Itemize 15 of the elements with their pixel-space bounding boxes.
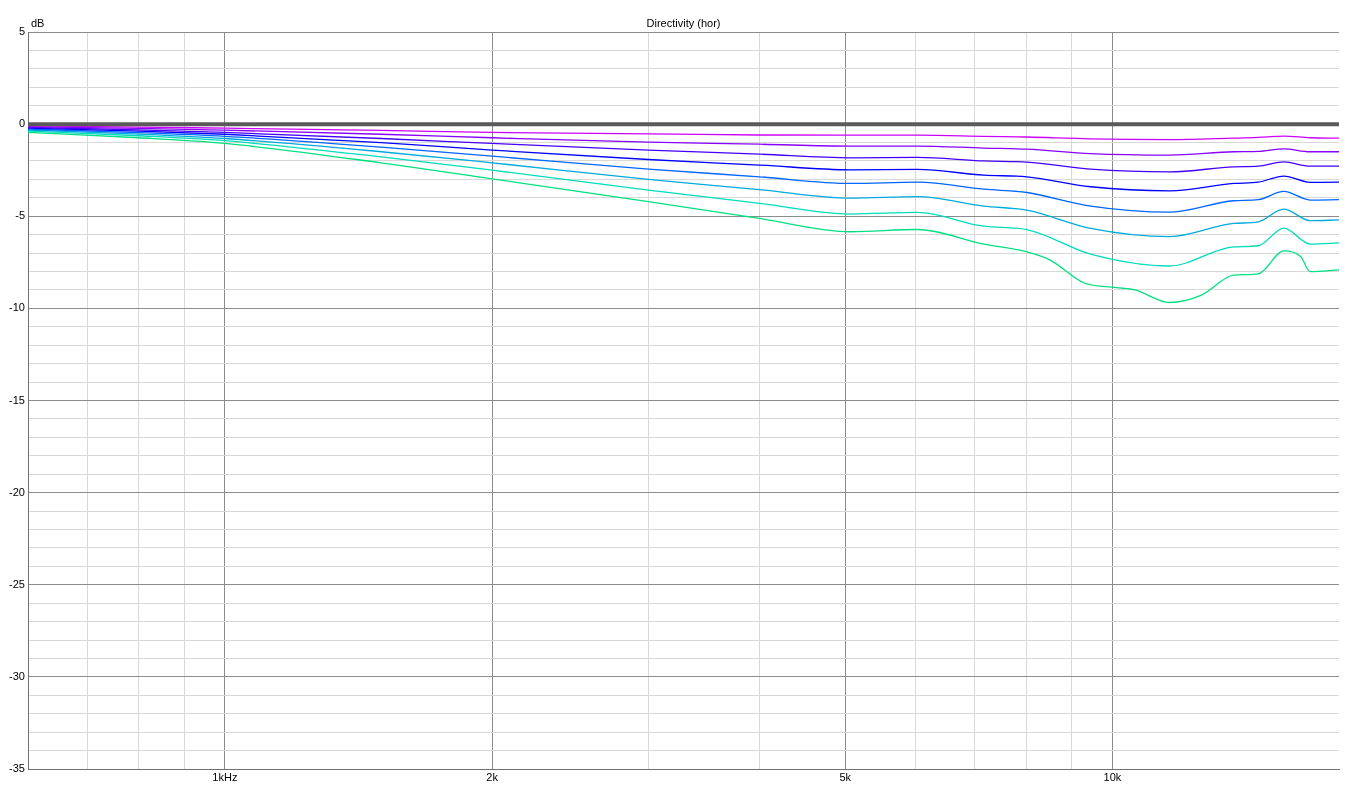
y-tick-label: 5 <box>18 25 25 38</box>
x-tick-label: 2k <box>486 770 499 783</box>
y-tick-label: -30 <box>9 669 25 682</box>
y-tick-label: -15 <box>9 393 25 406</box>
chart-title: Directivity (hor) <box>646 17 721 29</box>
y-tick-label: -25 <box>9 577 25 590</box>
y-tick-label: -35 <box>9 762 25 775</box>
y-tick-label: -5 <box>15 209 25 222</box>
x-tick-label: 10k <box>1103 770 1122 783</box>
y-tick-label: -20 <box>9 485 25 498</box>
y-tick-label: -10 <box>9 301 25 314</box>
x-tick-label: 5k <box>839 770 852 783</box>
y-axis-title: dB <box>31 17 45 29</box>
y-tick-label: 0 <box>18 117 25 130</box>
x-tick-label: 1kHz <box>212 770 238 783</box>
